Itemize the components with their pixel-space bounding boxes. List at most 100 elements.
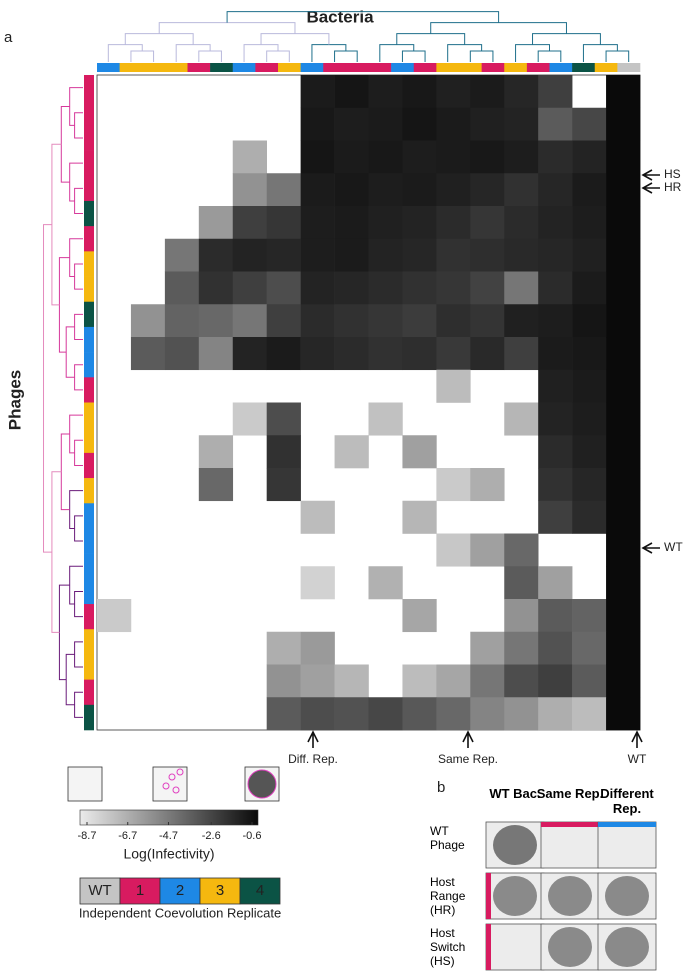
heatmap-cell	[436, 369, 471, 403]
heatmap-cell	[538, 402, 573, 436]
heatmap-cell	[300, 206, 335, 240]
column-arrow	[631, 730, 643, 748]
heatmap-cell	[572, 107, 607, 141]
dendrogram-branch	[334, 50, 358, 62]
colorbar-tick-label: -2.6	[202, 830, 221, 842]
heatmap-cell	[572, 369, 607, 403]
colorbar-tick-label: -8.7	[78, 830, 97, 842]
dendrogram-branch	[74, 364, 83, 391]
heatmap-cell	[266, 435, 301, 469]
dendrogram-branch	[266, 50, 290, 62]
phage-replicate	[84, 578, 94, 605]
heatmap-cell	[572, 599, 607, 633]
heatmap-cell	[538, 75, 573, 109]
heatmap-cell	[300, 337, 335, 371]
dendrogram-branch	[447, 44, 483, 62]
heatmap-cell	[300, 304, 335, 338]
heatmap-cell	[334, 238, 369, 272]
legend-swatch	[199, 877, 241, 905]
panel-label: a	[4, 29, 13, 46]
column-arrow	[462, 730, 474, 748]
heatmap-cell	[368, 697, 403, 731]
heatmap-cell	[606, 435, 641, 469]
heatmap-cell	[198, 206, 234, 240]
plaque	[548, 927, 592, 967]
legend-swatch	[239, 877, 281, 905]
phage-replicate	[84, 679, 94, 706]
heatmap-cell	[368, 238, 403, 272]
heatmap-cell	[606, 664, 641, 698]
heatmap-cell	[504, 206, 539, 240]
heatmap-cell	[368, 402, 403, 436]
heatmap-cell	[538, 304, 573, 338]
heatmap-cell	[606, 500, 641, 534]
heatmap-cell	[300, 271, 335, 305]
heatmap-cell	[368, 75, 403, 109]
dendrogram-branch	[198, 50, 222, 62]
dendrogram-branch	[430, 22, 567, 34]
heatmap-cell	[402, 107, 437, 141]
heatmap-cell	[572, 271, 607, 305]
heatmap-cell	[266, 271, 301, 305]
heatmap-cell	[266, 304, 301, 338]
heatmap-cell	[470, 697, 505, 731]
dendrogram-branch	[43, 224, 52, 553]
column-header-box: Same Rep.	[536, 786, 604, 801]
row-arrow	[641, 182, 660, 194]
phage-replicate	[84, 326, 94, 353]
heatmap-cell	[606, 206, 641, 240]
dendrogram-branch	[74, 641, 83, 668]
heatmap-cell	[266, 238, 301, 272]
y-title: Phages	[5, 370, 24, 430]
heatmap-cell	[300, 107, 335, 141]
phage-replicate	[84, 175, 94, 202]
heatmap-cell	[572, 631, 607, 665]
legend-swatch	[119, 877, 161, 905]
plaque	[605, 927, 649, 967]
bacteria-replicate	[232, 63, 256, 72]
heatmap-cell	[402, 304, 437, 338]
heatmap-cell	[606, 337, 641, 371]
legend-label: 1	[136, 882, 144, 899]
dendrogram-branch	[74, 313, 83, 341]
column-header: Same Rep.	[536, 786, 604, 801]
dendrogram-branch	[537, 50, 562, 62]
heatmap-cell	[470, 271, 505, 305]
column-arrow-label: Diff. Rep.	[288, 752, 338, 766]
phage-replicate	[84, 75, 94, 101]
heatmap-cell	[470, 631, 505, 665]
heatmap-cell	[572, 337, 607, 371]
dendrogram-branch	[65, 653, 75, 706]
dendrogram-branch	[226, 11, 500, 23]
heatmap-cell	[504, 238, 539, 272]
heatmap-cell	[402, 664, 437, 698]
heatmap-cell	[164, 337, 200, 371]
bacteria-replicate	[300, 63, 324, 72]
bacteria-replicate	[119, 63, 143, 72]
heatmap-cell	[402, 500, 437, 534]
heatmap-cell	[538, 337, 573, 371]
bacteria-replicate	[255, 63, 279, 72]
heatmap-cell	[572, 468, 607, 502]
dendrogram-branch	[175, 44, 211, 62]
heatmap-cell	[470, 533, 505, 567]
heatmap-cell	[232, 402, 267, 436]
heatmap-cell	[606, 173, 641, 207]
legend-label: 4	[256, 882, 264, 899]
phage-replicate	[84, 200, 94, 227]
bacteria-replicate	[345, 63, 369, 72]
heatmap-cell	[368, 566, 403, 600]
heatmap-cell	[606, 140, 641, 174]
bacteria-replicate	[594, 63, 618, 72]
heatmap-cell	[538, 107, 573, 141]
row-arrow	[641, 542, 660, 554]
phage-replicate	[84, 251, 94, 277]
row-arrow-label: HS	[664, 167, 681, 181]
heatmap-cell	[606, 599, 641, 633]
heatmap-cell	[300, 173, 335, 207]
dendrogram-branch	[74, 112, 83, 139]
heatmap-cell	[572, 304, 607, 338]
heatmap-cell	[538, 500, 573, 534]
plaque-clear	[247, 769, 277, 799]
